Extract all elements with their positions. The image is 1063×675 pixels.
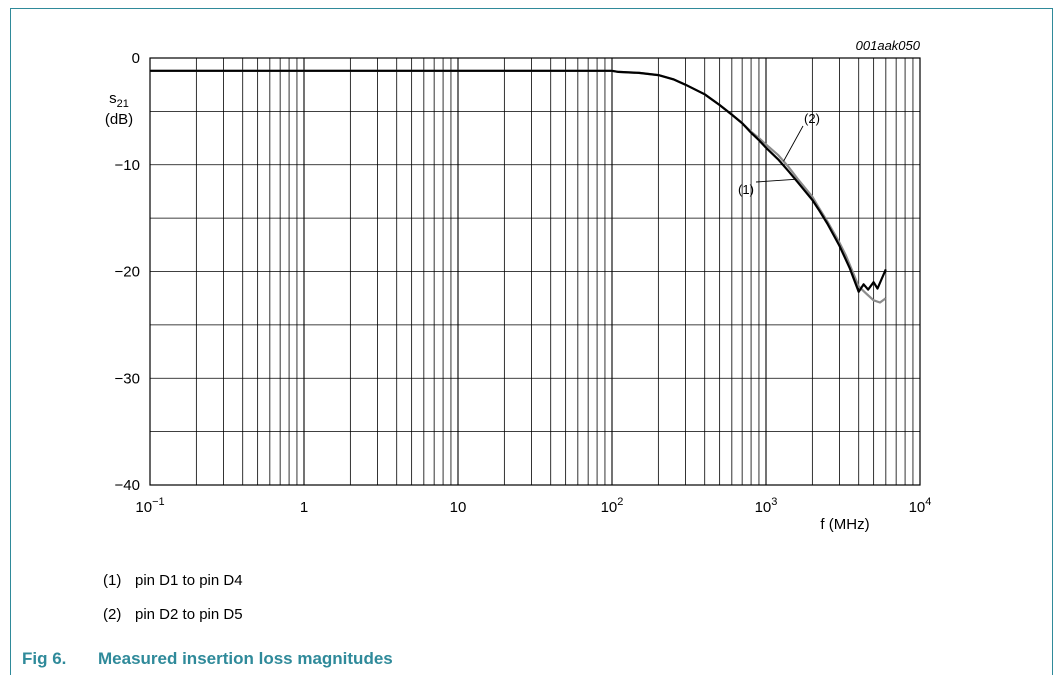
legend-item-2: (2) pin D2 to pin D5 bbox=[103, 606, 243, 623]
y-tick-label: −30 bbox=[115, 370, 140, 387]
legend-text: pin D2 to pin D5 bbox=[135, 606, 243, 623]
x-tick-base: 10 bbox=[450, 499, 467, 516]
figure-number: Fig 6. bbox=[22, 649, 67, 668]
y-axis-label-sub: 21 bbox=[117, 98, 129, 110]
grid bbox=[150, 58, 920, 485]
series-line-2 bbox=[150, 69, 887, 304]
callout-line-2 bbox=[783, 125, 804, 162]
callout-label-1: (1) bbox=[738, 182, 754, 197]
annotation-layer: (1) (2) bbox=[738, 111, 820, 197]
figure-title: Measured insertion loss magnitudes bbox=[98, 649, 393, 668]
x-tick-exponent: 4 bbox=[925, 496, 931, 508]
x-tick-label: 1 bbox=[300, 499, 308, 516]
y-tick-label: −10 bbox=[115, 157, 140, 174]
y-axis-label: s21 bbox=[109, 90, 129, 110]
y-tick-label: −40 bbox=[115, 477, 140, 494]
figure-frame bbox=[10, 8, 1053, 675]
series-layer bbox=[150, 69, 887, 304]
x-tick-exponent: 3 bbox=[771, 496, 777, 508]
legend-text: pin D1 to pin D4 bbox=[135, 572, 243, 589]
plot-border bbox=[149, 57, 921, 486]
y-axis-unit: (dB) bbox=[105, 111, 133, 128]
x-tick-label: 10−1 bbox=[135, 496, 164, 516]
x-axis-label: f (MHz) bbox=[820, 516, 869, 533]
callout-label-2: (2) bbox=[804, 111, 820, 126]
legend-number: (1) bbox=[103, 572, 122, 589]
x-tick-label: 103 bbox=[755, 496, 778, 516]
x-tick-base: 10 bbox=[135, 499, 152, 516]
x-tick-exponent: −1 bbox=[152, 496, 165, 508]
x-tick-label: 10 bbox=[450, 499, 467, 516]
y-tick-label: −20 bbox=[115, 264, 140, 281]
x-tick-label: 102 bbox=[601, 496, 624, 516]
y-tick-label: 0 bbox=[132, 50, 140, 67]
callout-line-1 bbox=[755, 178, 796, 183]
y-axis-label-main: s bbox=[109, 90, 117, 107]
x-tick-base: 1 bbox=[300, 499, 308, 516]
legend-item-1: (1) pin D1 to pin D4 bbox=[103, 572, 243, 589]
x-tick-exponent: 2 bbox=[617, 496, 623, 508]
x-tick-base: 10 bbox=[755, 499, 772, 516]
figure-caption: Fig 6. Measured insertion loss magnitudes bbox=[22, 649, 393, 669]
x-tick-base: 10 bbox=[601, 499, 618, 516]
figure-code: 001aak050 bbox=[856, 38, 921, 53]
legend-number: (2) bbox=[103, 606, 122, 623]
x-tick-base: 10 bbox=[909, 499, 926, 516]
x-tick-label: 104 bbox=[909, 496, 932, 516]
series-line-1 bbox=[150, 69, 887, 293]
